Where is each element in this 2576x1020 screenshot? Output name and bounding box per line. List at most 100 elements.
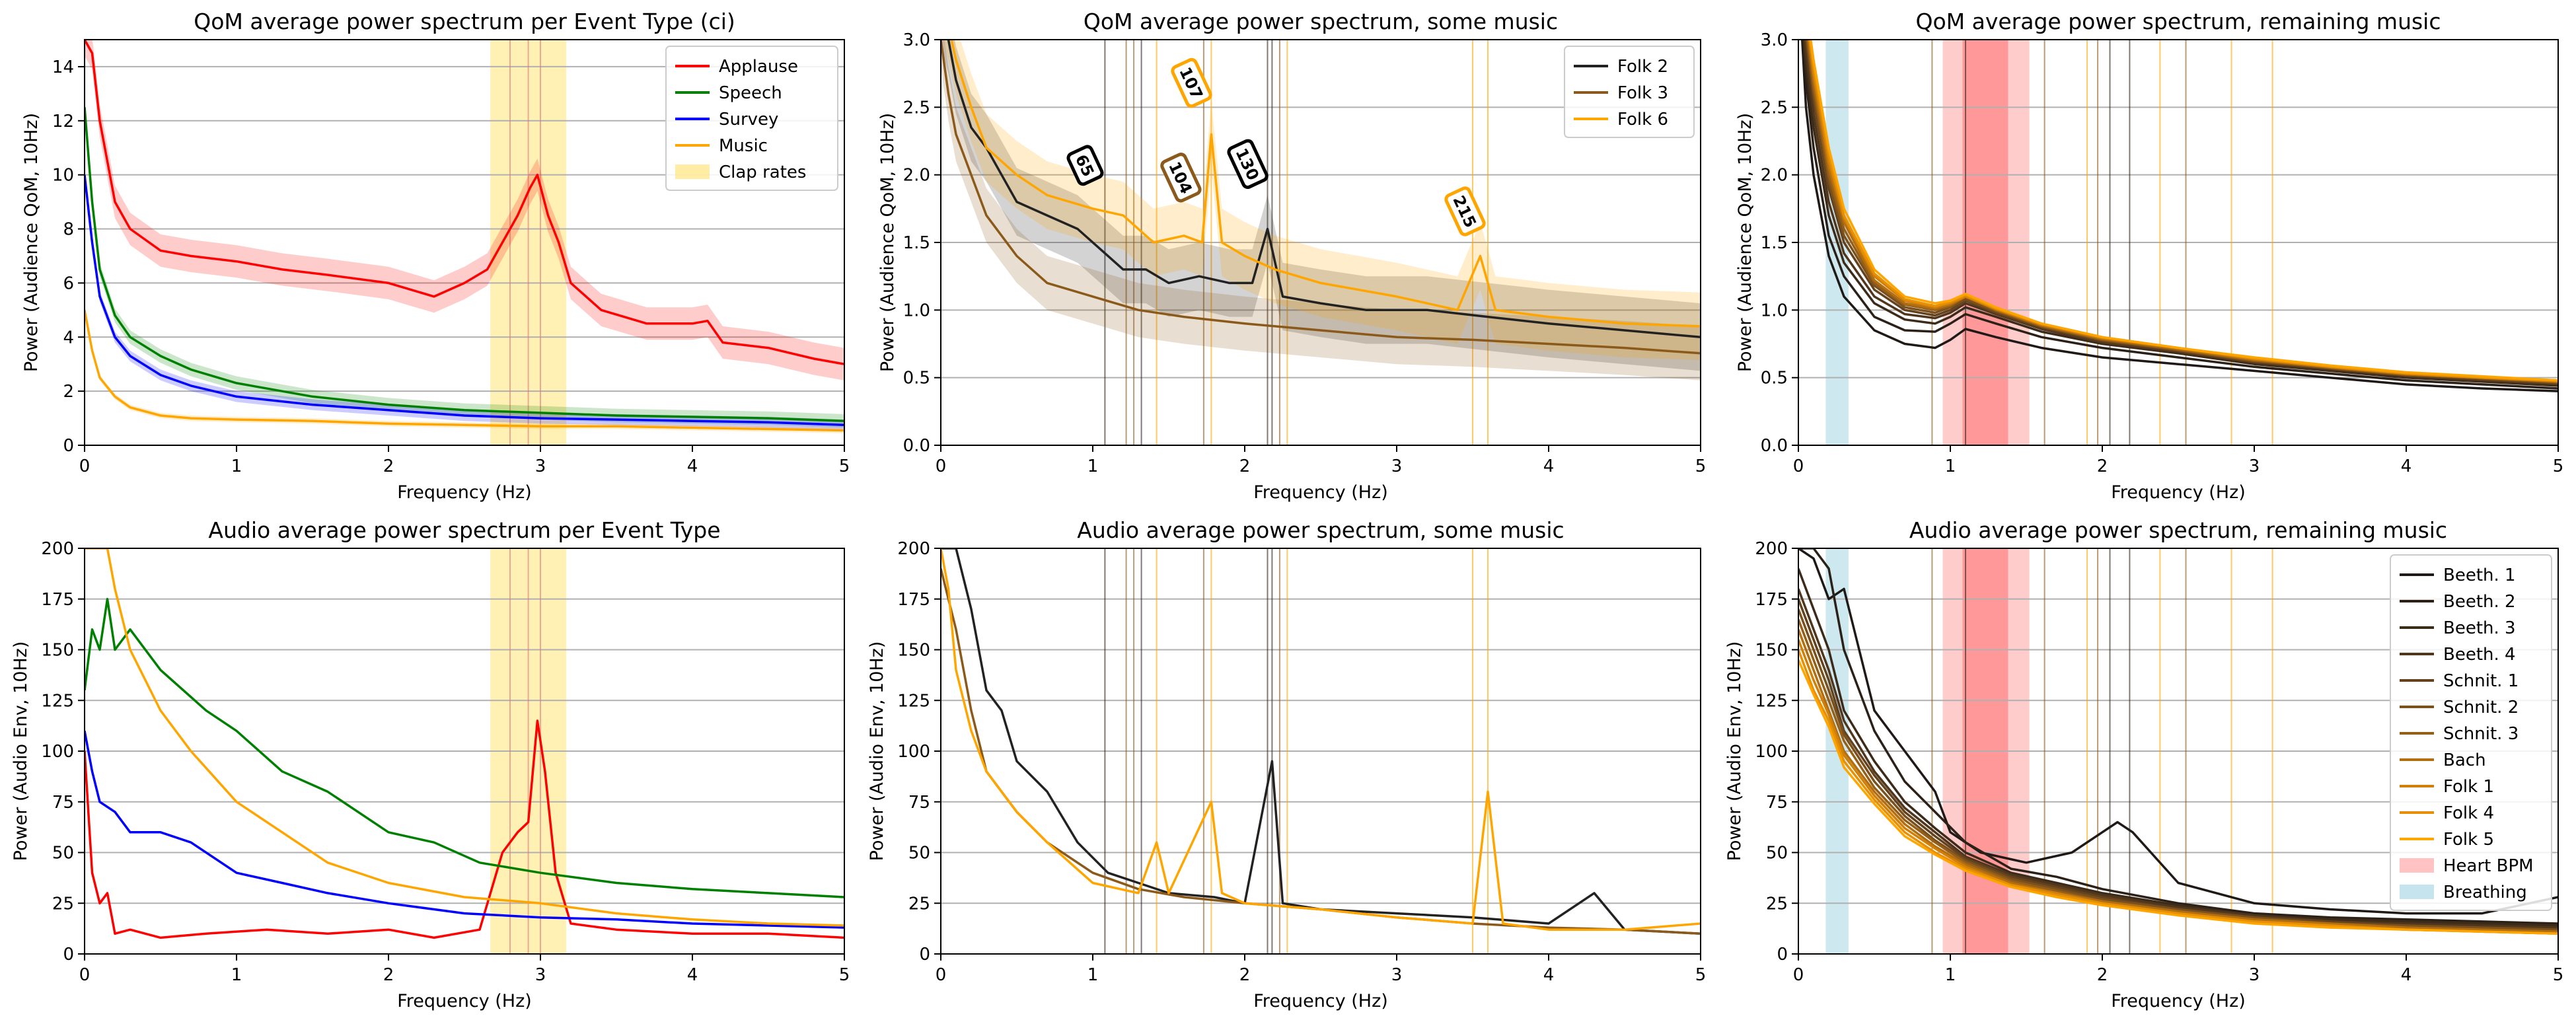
series-line-applause: [85, 719, 844, 939]
y-tick-label: 175: [41, 590, 74, 610]
series-line-folk-2: [941, 548, 1701, 935]
y-tick-label: 0: [919, 945, 930, 965]
series-line-schnit-1: [1804, 40, 2558, 384]
x-axis-label: Frequency (Hz): [2111, 482, 2246, 503]
y-tick-label: 14: [52, 57, 74, 77]
y-tick-label: 100: [41, 742, 74, 762]
legend: Applause Speech Survey Music Clap rates: [665, 46, 838, 191]
annotation-box: 65: [1066, 145, 1104, 186]
series-line-beeth-3: [1802, 40, 2558, 387]
x-tick-label: 5: [1695, 965, 1707, 985]
y-tick-label: 6: [63, 273, 74, 293]
series-line-folk-6: [950, 40, 1701, 328]
legend-label: Clap rates: [719, 163, 806, 182]
series-line-music: [85, 548, 844, 927]
y-tick-label: 175: [897, 590, 930, 610]
y-tick-label: 3.0: [903, 30, 930, 50]
series-line-beeth-4: [1803, 40, 2558, 386]
x-tick-label: 1: [1087, 965, 1099, 985]
y-tick-label: 25: [1766, 894, 1788, 914]
y-tick-label: 0.5: [1761, 369, 1788, 388]
x-tick-label: 3: [535, 456, 546, 476]
y-tick-label: 100: [1755, 742, 1788, 762]
chart-title: QoM average power spectrum, remaining mu…: [1915, 9, 2441, 34]
x-tick-label: 3: [1391, 456, 1403, 476]
x-tick-label: 4: [1543, 965, 1555, 985]
legend-swatch: [675, 164, 710, 179]
legend-label: Beeth. 3: [2443, 618, 2516, 638]
x-tick-label: 1: [231, 456, 242, 476]
x-axis-label: Frequency (Hz): [2111, 991, 2246, 1011]
y-axis-label: Power (Audience QoM, 10Hz): [877, 113, 898, 372]
legend: Beeth. 1 Beeth. 2 Beeth. 3 Beeth. 4 Schnit. …: [2390, 554, 2552, 911]
legend-label: Schnit. 2: [2443, 698, 2519, 717]
series-line-bach: [1807, 40, 2558, 383]
y-tick-label: 25: [52, 894, 74, 914]
legend-label: Folk 6: [1617, 110, 1668, 129]
ci-band-folk-2: [941, 40, 1701, 371]
series-line-schnit-2: [1806, 40, 2558, 384]
legend: Folk 2 Folk 3 Folk 6: [1564, 46, 1695, 138]
plot-area: [1798, 40, 2558, 445]
y-tick-label: 125: [897, 691, 930, 711]
legend-label: Beeth. 1: [2443, 565, 2516, 585]
x-tick-label: 3: [1391, 965, 1403, 985]
chart-panel-2: 0 1 2 3 4 5 0.0 0.5 1.0 1.5 2.0 2.5 3.0 QoM average p…: [877, 9, 1707, 503]
x-tick-label: 4: [1543, 456, 1555, 476]
x-tick-label: 0: [79, 456, 91, 476]
x-tick-label: 5: [2553, 456, 2564, 476]
x-tick-label: 3: [2249, 456, 2260, 476]
legend-label: Folk 3: [1617, 83, 1668, 103]
series-line-schnit-3: [1806, 40, 2558, 383]
series-line-bach: [1798, 629, 2558, 933]
y-tick-label: 0.0: [903, 436, 930, 456]
y-tick-label: 200: [41, 539, 74, 559]
chart-title: Audio average power spectrum, remaining …: [1909, 517, 2447, 543]
x-tick-label: 4: [2401, 965, 2412, 985]
x-tick-label: 5: [1695, 456, 1707, 476]
series-line-beeth-2: [1802, 40, 2558, 390]
series-line-folk-3: [941, 40, 1701, 355]
legend-label: Folk 2: [1617, 57, 1668, 77]
x-axis-label: Frequency (Hz): [397, 991, 532, 1011]
legend-label: Beeth. 4: [2443, 645, 2516, 665]
series-line-folk-5: [1809, 40, 2558, 382]
ci-band-folk-6: [942, 40, 1701, 361]
y-tick-label: 75: [908, 793, 930, 813]
series-line-folk-5: [1798, 659, 2558, 935]
legend-swatch: [2400, 885, 2434, 899]
chart-title: QoM average power spectrum per Event Typ…: [194, 9, 735, 34]
x-tick-label: 1: [1945, 965, 1956, 985]
series-line-schnit-1: [1798, 599, 2558, 931]
y-tick-label: 2.0: [903, 166, 930, 186]
legend-label: Schnit. 3: [2443, 724, 2519, 744]
x-tick-label: 2: [383, 965, 394, 985]
y-axis-label: Power (Audio Env, 10Hz): [867, 641, 887, 861]
x-tick-label: 3: [2249, 965, 2260, 985]
chart-panel-3: 0 1 2 3 4 5 0.0 0.5 1.0 1.5 2.0 2.5 3.0 QoM average p…: [1735, 9, 2564, 503]
x-axis-label: Frequency (Hz): [397, 482, 532, 503]
legend-label: Speech: [719, 83, 782, 103]
y-tick-label: 0: [63, 945, 74, 965]
y-tick-label: 150: [1755, 641, 1788, 661]
y-tick-label: 2.5: [1761, 98, 1788, 118]
y-tick-label: 50: [52, 844, 74, 863]
x-axis-label: Frequency (Hz): [1253, 991, 1388, 1011]
y-tick-label: 0.0: [1761, 436, 1788, 456]
chart-title: Audio average power spectrum, some music: [1077, 517, 1564, 543]
y-tick-label: 8: [63, 220, 74, 240]
y-tick-label: 1.5: [1761, 233, 1788, 253]
axes-frame: [84, 39, 845, 446]
x-tick-label: 4: [687, 456, 698, 476]
x-axis-label: Frequency (Hz): [1253, 482, 1388, 503]
plot-area: [941, 40, 1701, 445]
legend-label: Heart BPM: [2443, 856, 2534, 876]
plot-area: [1798, 548, 2558, 954]
x-tick-label: 5: [839, 965, 850, 985]
y-tick-label: 200: [897, 539, 930, 559]
x-tick-label: 0: [936, 965, 947, 985]
x-tick-label: 4: [2401, 456, 2412, 476]
